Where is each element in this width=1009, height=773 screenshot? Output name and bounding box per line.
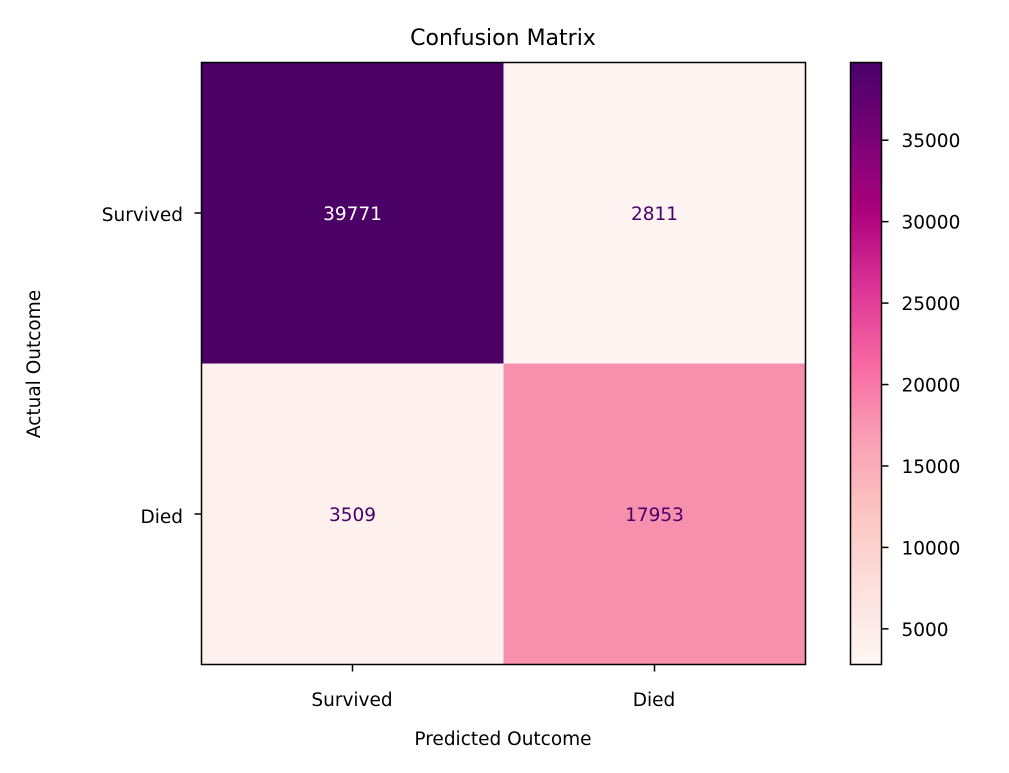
colorbar-tick-label-15000: 15000 [902,457,961,478]
y-tick-label-died: Died [140,507,183,528]
y-axis: Survived Died Actual Outcome [24,205,202,528]
colorbar-tick-label-25000: 25000 [902,294,961,315]
colorbar-tick-label-30000: 30000 [902,213,961,234]
x-ticks [351,664,656,672]
colorbar-tick-label-35000: 35000 [902,131,961,152]
colorbar-gradient [849,61,883,666]
x-axis-label: Predicted Outcome [414,729,591,750]
y-tick-label-survived: Survived [102,205,183,226]
colorbar: 5000 10000 15000 20000 25000 30000 35000 [849,61,961,666]
y-ticks [194,212,202,515]
colorbar-tick-label-10000: 10000 [902,538,961,559]
cell-value-died-died: 17953 [625,505,684,526]
x-tick-label-survived: Survived [311,690,392,711]
cell-died-died [503,363,806,665]
plot-frame [200,61,807,666]
y-axis-label: Actual Outcome [24,290,45,438]
colorbar-tick-label-20000: 20000 [902,376,961,397]
cell-died-survived [201,363,504,665]
cell-value-labels: 39771 2811 3509 17953 [323,204,684,526]
x-axis: Survived Died Predicted Outcome [311,664,676,750]
cell-survived-died [503,62,806,364]
chart-title: Confusion Matrix [410,26,596,51]
cell-survived-survived [201,62,504,364]
cell-value-survived-survived: 39771 [323,204,382,225]
heatmap-cells [201,62,806,665]
colorbar-ticks: 5000 10000 15000 20000 25000 30000 35000 [881,131,961,641]
cell-value-survived-died: 2811 [631,204,678,225]
colorbar-tick-label-5000: 5000 [902,620,949,641]
x-tick-label-died: Died [633,690,676,711]
cell-value-died-survived: 3509 [329,505,376,526]
